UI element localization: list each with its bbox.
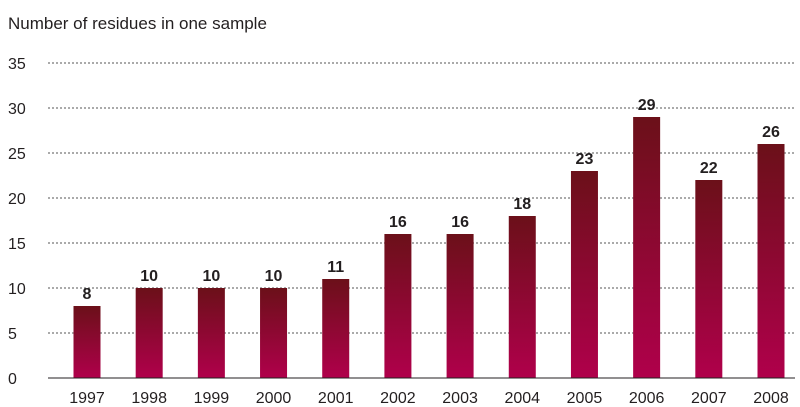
- y-tick-label: 25: [8, 146, 26, 163]
- data-label-1999: 10: [202, 268, 220, 285]
- x-tick-label-2007: 2007: [691, 390, 727, 407]
- data-labels: 8 10 10 10 11 16 16 18 23 29 22 26: [83, 97, 780, 303]
- x-tick-label-2004: 2004: [504, 390, 540, 407]
- data-label-2001: 11: [327, 259, 344, 276]
- y-tick-label: 0: [8, 371, 17, 388]
- data-label-2006: 29: [638, 97, 656, 114]
- data-label-1997: 8: [83, 286, 92, 303]
- data-label-2008: 26: [762, 124, 780, 141]
- x-tick-label-2000: 2000: [256, 390, 292, 407]
- data-label-1998: 10: [140, 268, 158, 285]
- grid-lines: [48, 62, 795, 334]
- y-tick-label: 20: [8, 191, 26, 208]
- bar-2001: [322, 279, 350, 378]
- bar-2000: [260, 288, 288, 378]
- bar-2005: [570, 171, 598, 378]
- bar-2007: [695, 180, 723, 378]
- bar-2004: [508, 216, 536, 378]
- y-tick-label: 15: [8, 236, 26, 253]
- x-tick-label-2002: 2002: [380, 390, 416, 407]
- y-tick-label: 35: [8, 56, 26, 73]
- data-label-2004: 18: [513, 196, 531, 213]
- bar-2002: [384, 234, 412, 378]
- bar-1998: [135, 288, 163, 378]
- data-label-2000: 10: [265, 268, 283, 285]
- x-tick-label-1999: 1999: [194, 390, 230, 407]
- bar-2008: [757, 144, 785, 378]
- x-tick-label-1998: 1998: [131, 390, 167, 407]
- x-tick-label-2005: 2005: [567, 390, 603, 407]
- bar-2006: [633, 117, 661, 378]
- bar-2003: [446, 234, 474, 378]
- x-tick-label-2008: 2008: [753, 390, 789, 407]
- data-label-2005: 23: [576, 151, 594, 168]
- y-tick-label: 5: [8, 326, 17, 343]
- data-label-2003: 16: [451, 214, 469, 231]
- data-label-2002: 16: [389, 214, 407, 231]
- x-tick-label-2003: 2003: [442, 390, 478, 407]
- x-tick-label-2001: 2001: [318, 390, 354, 407]
- y-tick-label: 10: [8, 281, 26, 298]
- data-label-2007: 22: [700, 160, 718, 177]
- y-axis-ticks: 0 5 10 15 20 25 30 35: [8, 56, 26, 388]
- x-tick-label-1997: 1997: [69, 390, 105, 407]
- x-axis-ticks: 1997 1998 1999 2000 2001 2002 2003 2004 2005 2006…: [69, 390, 789, 407]
- y-axis-title: Number of residues in one sample: [8, 14, 267, 33]
- y-tick-label: 30: [8, 101, 26, 118]
- bar-1999: [197, 288, 225, 378]
- x-tick-label-2006: 2006: [629, 390, 665, 407]
- bars: [73, 117, 785, 378]
- bar-1997: [73, 306, 101, 378]
